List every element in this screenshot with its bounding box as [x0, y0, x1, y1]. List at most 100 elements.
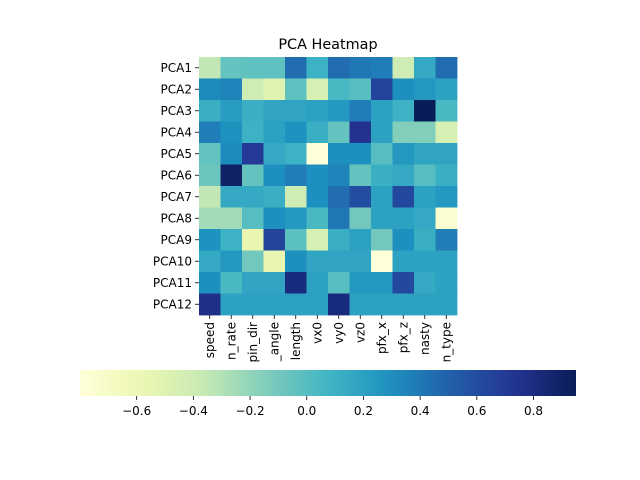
- heatmap-cell-pca1-pitch-type: [435, 57, 458, 79]
- heatmap-cell-pca5-nasty: [414, 143, 436, 165]
- heatmap-cell-pca11-vz0: [349, 272, 372, 294]
- heatmap-cell-pca4-break-rate: [220, 121, 243, 144]
- colorbar-tick-label: 0.4: [411, 404, 430, 418]
- colorbar-tick-label: 0.8: [524, 404, 543, 418]
- colorbar: [80, 370, 576, 396]
- heatmap-cell-pca2-break-rate: [220, 78, 243, 101]
- heatmap-cell-pca10-vx0: [306, 250, 329, 273]
- heatmap-cell-pca3-nasty: [414, 100, 436, 122]
- heatmap-cell-pca11-vx0: [306, 272, 329, 294]
- heatmap-cell-pca2-vx0: [306, 78, 329, 101]
- heatmap-cell-pca1-start-speed: [199, 57, 221, 79]
- heatmap-cell-pca3-vz0: [349, 100, 372, 122]
- colorbar-tick-label: 0.6: [467, 404, 486, 418]
- heatmap-cell-pca2-break-angle: [263, 78, 286, 101]
- row-label: PCA10: [153, 254, 192, 268]
- row-label: PCA1: [161, 61, 192, 75]
- heatmap-cell-pca12-vz0: [349, 293, 372, 316]
- heatmap-cell-pca8-pitch-type: [435, 207, 458, 230]
- heatmap-cell-pca12-break-angle: [263, 293, 286, 316]
- heatmap-cell-pca5-break-rate: [220, 143, 243, 165]
- row-label: PCA12: [153, 297, 192, 311]
- heatmap-cell-pca2-spin-dir: [242, 78, 264, 101]
- heatmap-cell-pca12-spin-dir: [242, 293, 264, 316]
- heatmap-cell-pca3-start-speed: [199, 100, 221, 122]
- heatmap-cell-pca3-pitch-type: [435, 100, 458, 122]
- heatmap-cell-pca7-break-angle: [263, 186, 286, 208]
- column-label: pfx_z: [396, 322, 410, 353]
- heatmap-cell-pca7-vy0: [328, 186, 350, 208]
- heatmap-cell-pca8-break-rate: [220, 207, 243, 230]
- heatmap-cell-pca7-nasty: [414, 186, 436, 208]
- heatmap-cell-pca9-start-speed: [199, 229, 221, 251]
- heatmap-cell-pca8-vx0: [306, 207, 329, 230]
- heatmap-cell-pca5-pfx-x: [371, 143, 393, 165]
- heatmap-cell-pca9-break-length: [285, 229, 307, 251]
- heatmap-cell-pca5-vy0: [328, 143, 350, 165]
- heatmap-cell-pca12-break-rate: [220, 293, 243, 316]
- heatmap-cell-pca4-nasty: [414, 121, 436, 144]
- heatmap-cell-pca1-nasty: [414, 57, 436, 79]
- column-label: _angle: [267, 322, 281, 362]
- heatmap-cell-pca9-nasty: [414, 229, 436, 251]
- column-label: vy0: [332, 322, 346, 344]
- heatmap-cell-pca9-spin-dir: [242, 229, 264, 251]
- heatmap-cell-pca11-pfx-x: [371, 272, 393, 294]
- heatmap-cell-pca9-vy0: [328, 229, 350, 251]
- heatmap-cell-pca11-break-rate: [220, 272, 243, 294]
- heatmap-cell-pca3-pfx-z: [392, 100, 415, 122]
- colorbar-ticks: −0.6 −0.4 −0.2 0.0 0.2 0.4 0.6 0.8: [122, 396, 543, 418]
- heatmap-cell-pca4-pfx-x: [371, 121, 393, 144]
- colorbar-tick-label: −0.6: [122, 404, 151, 418]
- heatmap-cell-pca7-vz0: [349, 186, 372, 208]
- heatmap-cell-pca1-pfx-x: [371, 57, 393, 79]
- colorbar-tick-label: −0.2: [235, 404, 264, 418]
- heatmap-cell-pca8-spin-dir: [242, 207, 264, 230]
- heatmap-cell-pca7-pitch-type: [435, 186, 458, 208]
- column-label: speed: [203, 322, 217, 358]
- heatmap-cell-pca4-break-length: [285, 121, 307, 144]
- heatmap-cell-pca12-vy0: [328, 293, 350, 316]
- heatmap-cell-pca3-break-rate: [220, 100, 243, 122]
- heatmap-cell-pca12-pfx-z: [392, 293, 415, 316]
- heatmap-cell-pca10-vz0: [349, 250, 372, 273]
- heatmap-cell-pca11-break-length: [285, 272, 307, 294]
- heatmap-cell-pca11-start-speed: [199, 272, 221, 294]
- heatmap-cell-pca8-pfx-z: [392, 207, 415, 230]
- heatmap-cell-pca6-start-speed: [199, 164, 221, 187]
- heatmap-cell-pca7-break-length: [285, 186, 307, 208]
- heatmap-cell-pca11-vy0: [328, 272, 350, 294]
- heatmap-cell-pca4-vy0: [328, 121, 350, 144]
- heatmap-cell-pca9-break-rate: [220, 229, 243, 251]
- heatmap-cell-pca1-spin-dir: [242, 57, 264, 79]
- heatmap-cell-pca10-break-angle: [263, 250, 286, 273]
- heatmap-cell-pca10-spin-dir: [242, 250, 264, 273]
- heatmap-cell-pca2-vz0: [349, 78, 372, 101]
- heatmap-cell-pca3-spin-dir: [242, 100, 264, 122]
- row-label: PCA8: [161, 211, 192, 225]
- heatmap-cell-pca3-pfx-x: [371, 100, 393, 122]
- chart-title: PCA Heatmap: [278, 37, 377, 53]
- heatmap-cell-pca5-break-angle: [263, 143, 286, 165]
- heatmap-cell-pca12-nasty: [414, 293, 436, 316]
- heatmap-cell-pca8-start-speed: [199, 207, 221, 230]
- heatmap-cell-pca3-break-length: [285, 100, 307, 122]
- heatmap-cell-pca2-vy0: [328, 78, 350, 101]
- heatmap-cell-pca4-vx0: [306, 121, 329, 144]
- heatmap-cell-pca1-vz0: [349, 57, 372, 79]
- heatmap-cells: [199, 57, 458, 316]
- heatmap-cell-pca11-spin-dir: [242, 272, 264, 294]
- heatmap-cell-pca6-pfx-z: [392, 164, 415, 187]
- heatmap-cell-pca12-start-speed: [199, 293, 221, 316]
- row-label: PCA5: [161, 147, 192, 161]
- heatmap-cell-pca10-nasty: [414, 250, 436, 273]
- heatmap-cell-pca12-pitch-type: [435, 293, 458, 316]
- heatmap-cell-pca5-break-length: [285, 143, 307, 165]
- heatmap-cell-pca6-break-rate: [220, 164, 243, 187]
- colorbar-tick-label: −0.4: [179, 404, 208, 418]
- heatmap-cell-pca11-nasty: [414, 272, 436, 294]
- column-label: pfx_x: [375, 322, 389, 354]
- heatmap-cell-pca8-pfx-x: [371, 207, 393, 230]
- heatmap-cell-pca4-spin-dir: [242, 121, 264, 144]
